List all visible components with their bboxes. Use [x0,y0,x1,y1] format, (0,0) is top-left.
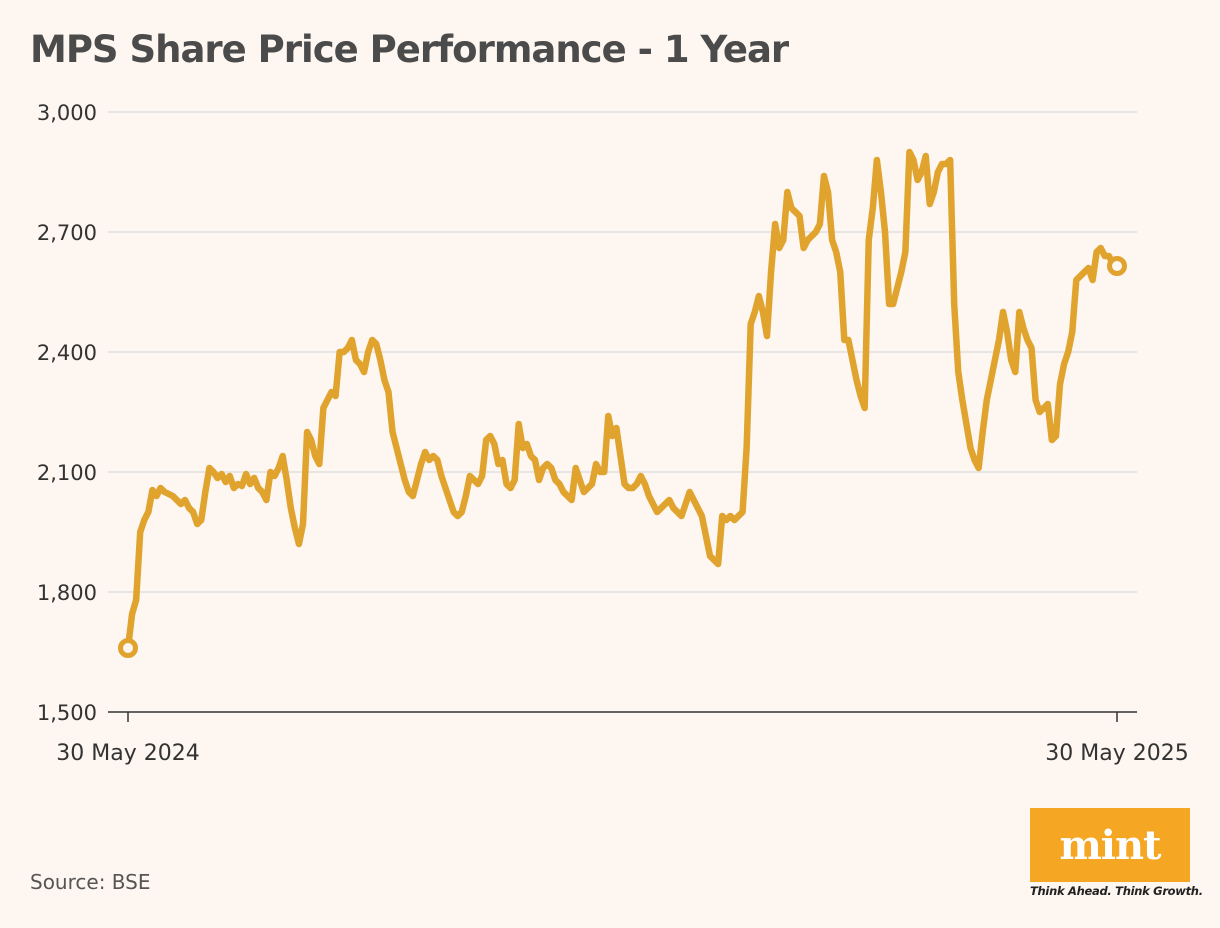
y-tick-label: 2,700 [37,221,97,245]
logo-tagline: Think Ahead. Think Growth. [1030,884,1203,898]
y-tick-label: 2,400 [37,341,97,365]
start-point-marker [118,638,138,658]
gridlines [108,111,1137,593]
y-tick-label: 3,000 [37,101,97,125]
source-note: Source: BSE [30,870,151,894]
series-layer [118,148,1127,658]
line-chart: 1,500 1,800 2,100 2,400 2,700 3,000 30 May 202… [37,101,1189,766]
chart-title: MPS Share Price Performance - 1 Year [30,28,789,71]
x-tick-label: 30 May 2024 [56,741,199,766]
mint-logo: mint [1030,808,1190,882]
x-tick-label: 30 May 2025 [1045,741,1188,766]
end-point-marker [1107,256,1127,276]
y-tick-label: 2,100 [37,461,97,485]
series-line-mps [124,148,1121,652]
axes: 1,500 1,800 2,100 2,400 2,700 3,000 30 May 202… [37,101,1189,766]
y-tick-label: 1,800 [37,581,97,605]
y-tick-label: 1,500 [37,701,97,725]
